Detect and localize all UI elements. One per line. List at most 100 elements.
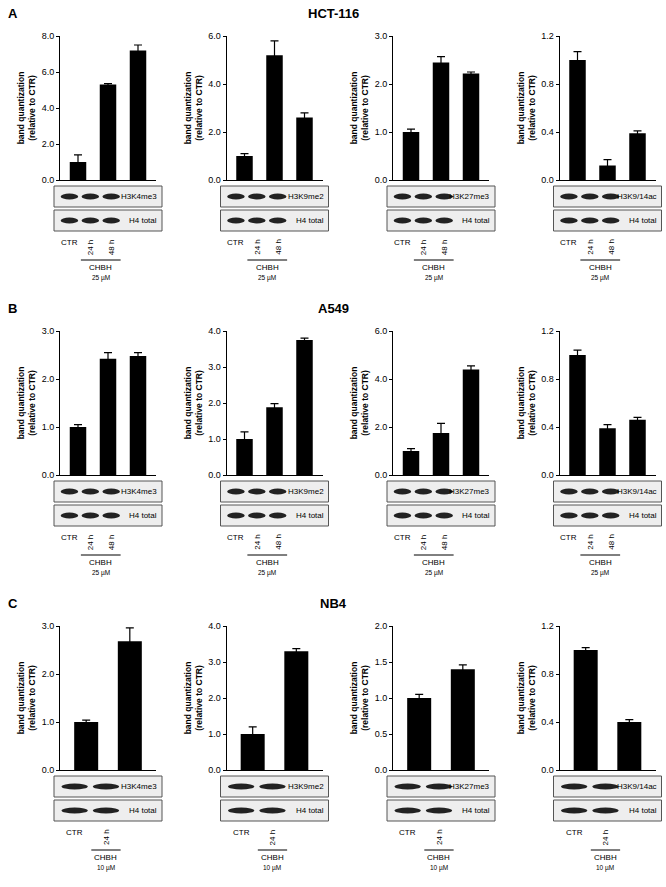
svg-text:0.0: 0.0 <box>375 470 388 480</box>
svg-text:1.2: 1.2 <box>541 31 554 41</box>
svg-text:2.0: 2.0 <box>375 422 388 432</box>
svg-text:H4 total: H4 total <box>129 806 157 815</box>
svg-text:48 h: 48 h <box>607 534 616 550</box>
svg-text:0.0: 0.0 <box>541 470 554 480</box>
svg-text:CHBH: CHBH <box>422 263 445 272</box>
svg-text:0.8: 0.8 <box>541 79 554 89</box>
svg-text:6.0: 6.0 <box>42 67 55 77</box>
svg-text:CTR: CTR <box>61 533 78 542</box>
svg-text:CTR: CTR <box>227 238 244 247</box>
svg-text:25 µM: 25 µM <box>92 274 110 282</box>
svg-text:2.0: 2.0 <box>42 374 55 384</box>
svg-text:band quantization(relative to: band quantization(relative to CTR) <box>516 367 537 440</box>
svg-text:HCT-116: HCT-116 <box>308 6 359 21</box>
svg-text:H4 total: H4 total <box>629 511 657 520</box>
svg-text:H3K9me2: H3K9me2 <box>288 782 324 791</box>
svg-text:CHBH: CHBH <box>256 558 279 567</box>
svg-text:3.0: 3.0 <box>42 621 55 631</box>
svg-text:H3K9/14ac: H3K9/14ac <box>617 192 657 201</box>
svg-text:25 µM: 25 µM <box>258 569 276 577</box>
svg-text:CTR: CTR <box>399 828 416 837</box>
svg-text:band quantization(relative to: band quantization(relative to CTR) <box>16 72 37 145</box>
svg-text:0.0: 0.0 <box>42 470 55 480</box>
svg-text:0.0: 0.0 <box>208 175 221 185</box>
svg-text:CTR: CTR <box>560 533 577 542</box>
svg-text:H3K9/14ac: H3K9/14ac <box>617 782 657 791</box>
svg-text:1.0: 1.0 <box>42 422 55 432</box>
svg-text:24 h: 24 h <box>86 240 95 256</box>
svg-text:4.0: 4.0 <box>375 374 388 384</box>
svg-text:1.2: 1.2 <box>541 621 554 631</box>
svg-text:band quantization(relative to: band quantization(relative to CTR) <box>183 72 204 145</box>
svg-text:1.2: 1.2 <box>541 326 554 336</box>
svg-text:4.0: 4.0 <box>208 79 221 89</box>
svg-text:1.5: 1.5 <box>375 657 388 667</box>
svg-text:4.0: 4.0 <box>208 326 221 336</box>
svg-text:10 µM: 10 µM <box>596 864 614 872</box>
svg-text:CHBH: CHBH <box>594 853 617 862</box>
svg-text:25 µM: 25 µM <box>92 569 110 577</box>
svg-text:CHBH: CHBH <box>94 853 117 862</box>
svg-text:H3K9me2: H3K9me2 <box>288 487 324 496</box>
svg-text:8.0: 8.0 <box>42 31 55 41</box>
svg-text:H3K9me2: H3K9me2 <box>288 192 324 201</box>
svg-text:4.0: 4.0 <box>208 621 221 631</box>
svg-text:3.0: 3.0 <box>42 326 55 336</box>
svg-text:25 µM: 25 µM <box>425 569 443 577</box>
svg-text:0.0: 0.0 <box>42 175 55 185</box>
svg-text:H3K4me3: H3K4me3 <box>121 487 157 496</box>
svg-text:24 h: 24 h <box>268 830 277 846</box>
svg-text:0.0: 0.0 <box>541 175 554 185</box>
svg-text:0.4: 0.4 <box>541 717 554 727</box>
svg-text:2.0: 2.0 <box>208 693 221 703</box>
svg-text:2.0: 2.0 <box>42 139 55 149</box>
svg-text:2.0: 2.0 <box>42 669 55 679</box>
svg-text:band quantization(relative to: band quantization(relative to CTR) <box>349 367 370 440</box>
svg-text:H3K9/14ac: H3K9/14ac <box>617 487 657 496</box>
svg-text:48 h: 48 h <box>440 535 449 551</box>
svg-text:48 h: 48 h <box>274 534 283 550</box>
svg-text:H4 total: H4 total <box>129 216 157 225</box>
svg-text:NB4: NB4 <box>320 596 347 611</box>
svg-text:25 µM: 25 µM <box>425 274 443 282</box>
svg-text:H3K27me3: H3K27me3 <box>449 782 490 791</box>
svg-text:24 h: 24 h <box>102 829 111 845</box>
svg-text:0.8: 0.8 <box>541 669 554 679</box>
svg-text:10 µM: 10 µM <box>263 864 281 872</box>
svg-text:CTR: CTR <box>560 238 577 247</box>
svg-text:6.0: 6.0 <box>375 326 388 336</box>
svg-text:CTR: CTR <box>394 533 411 542</box>
svg-text:24 h: 24 h <box>435 829 444 845</box>
svg-text:24 h: 24 h <box>253 534 262 550</box>
svg-text:H4 total: H4 total <box>629 806 657 815</box>
svg-text:H4 total: H4 total <box>462 806 490 815</box>
svg-text:0.0: 0.0 <box>208 765 221 775</box>
svg-text:band quantization(relative to: band quantization(relative to CTR) <box>516 72 537 145</box>
svg-text:1.0: 1.0 <box>208 434 221 444</box>
svg-text:48 h: 48 h <box>274 239 283 255</box>
svg-text:CTR: CTR <box>227 533 244 542</box>
svg-text:H3K4me3: H3K4me3 <box>121 782 157 791</box>
svg-text:3.0: 3.0 <box>375 31 388 41</box>
svg-text:2.0: 2.0 <box>375 79 388 89</box>
svg-text:0.4: 0.4 <box>541 127 554 137</box>
svg-text:1.0: 1.0 <box>375 127 388 137</box>
svg-text:6.0: 6.0 <box>208 31 221 41</box>
svg-text:H4 total: H4 total <box>462 216 490 225</box>
svg-text:band quantization(relative to: band quantization(relative to CTR) <box>16 662 37 735</box>
svg-text:CHBH: CHBH <box>261 853 284 862</box>
svg-text:3.0: 3.0 <box>208 362 221 372</box>
svg-text:1.0: 1.0 <box>42 717 55 727</box>
svg-text:CHBH: CHBH <box>89 263 112 272</box>
svg-text:48 h: 48 h <box>440 240 449 256</box>
svg-text:CHBH: CHBH <box>89 558 112 567</box>
svg-text:2.0: 2.0 <box>208 398 221 408</box>
svg-text:A: A <box>8 6 18 21</box>
svg-text:band quantization(relative to: band quantization(relative to CTR) <box>183 662 204 735</box>
svg-text:10 µM: 10 µM <box>97 864 115 872</box>
svg-text:CHBH: CHBH <box>427 853 450 862</box>
svg-text:25 µM: 25 µM <box>591 274 609 282</box>
svg-text:CTR: CTR <box>66 828 83 837</box>
svg-text:24 h: 24 h <box>86 535 95 551</box>
svg-text:H4 total: H4 total <box>129 511 157 520</box>
